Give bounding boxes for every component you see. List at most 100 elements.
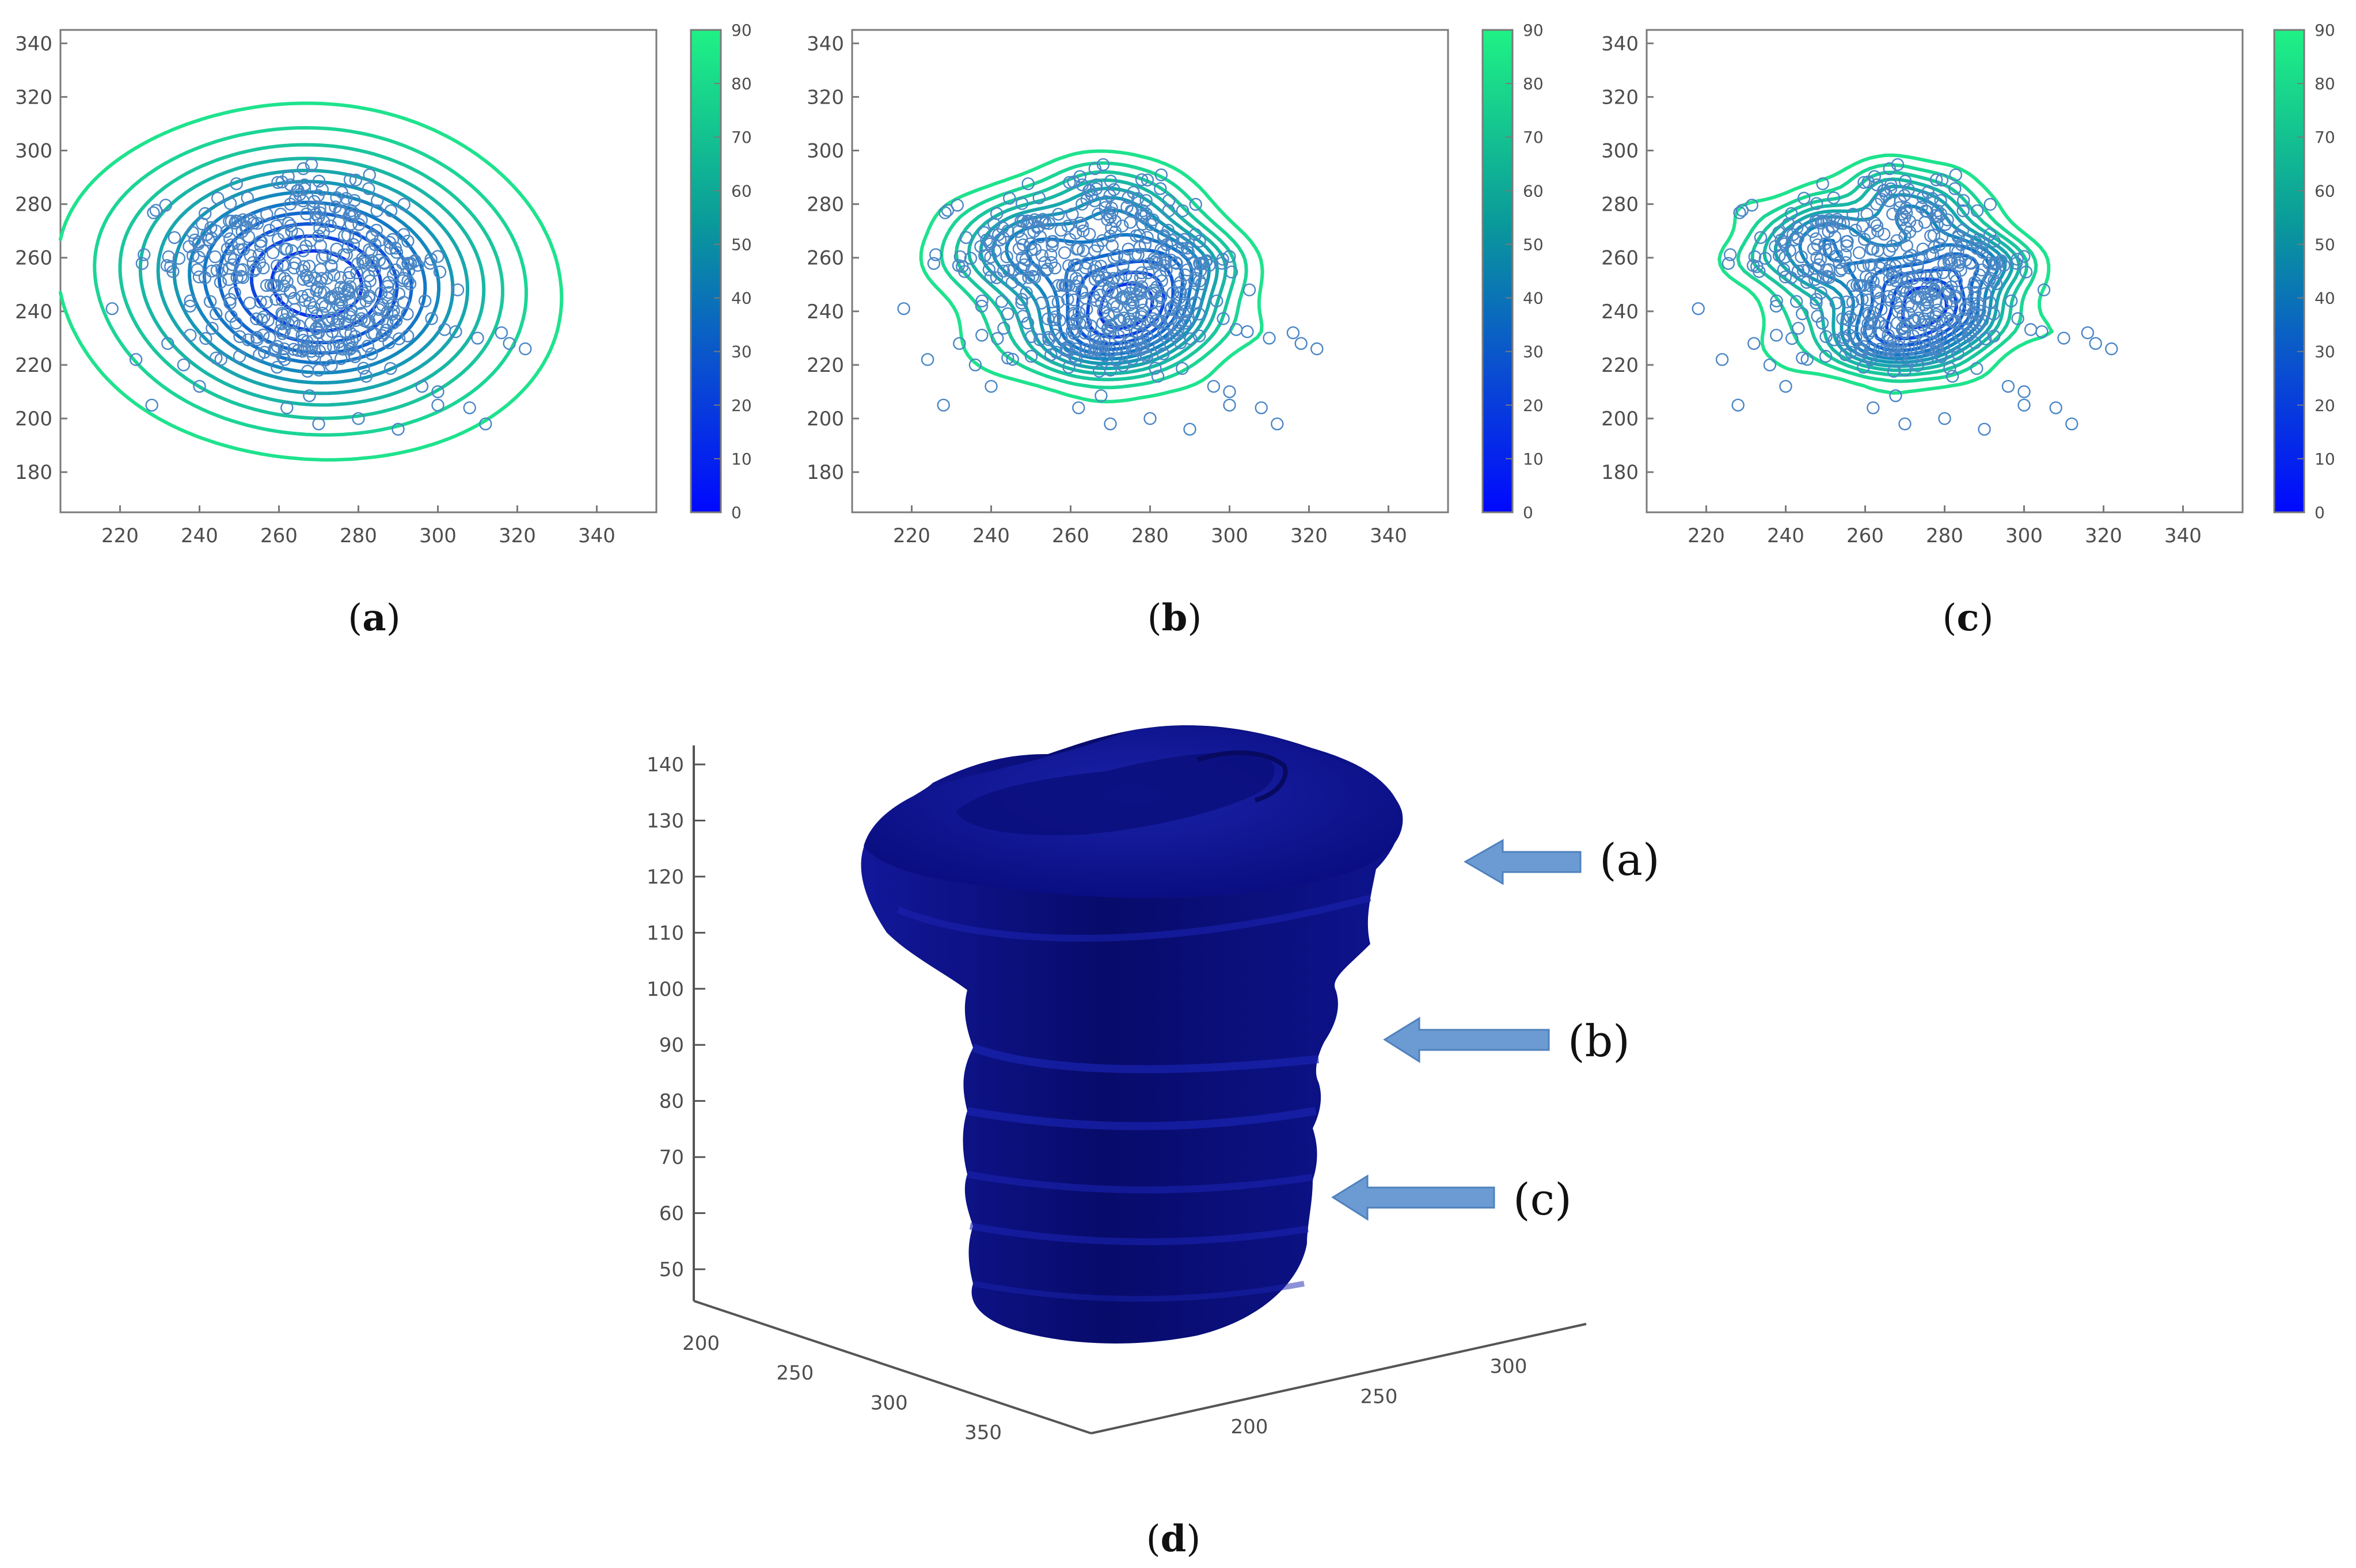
scatter-point bbox=[1136, 327, 1149, 340]
scatter-point bbox=[1223, 398, 1236, 412]
scatter-point bbox=[1014, 232, 1028, 245]
scatter-point bbox=[953, 250, 967, 264]
scatter-point bbox=[1819, 330, 1833, 343]
scatter-point bbox=[1770, 329, 1783, 342]
scatter-point bbox=[1822, 213, 1836, 226]
y-tick-label: 320 bbox=[1601, 86, 1639, 109]
scatter-point bbox=[1094, 260, 1108, 273]
scatter-point bbox=[1878, 344, 1891, 357]
x-tick-label: 340 bbox=[1370, 524, 1407, 547]
y-tick-label: 200 bbox=[807, 408, 844, 431]
scatter-point bbox=[288, 303, 302, 316]
scatter-point bbox=[1154, 314, 1168, 328]
scatter-point bbox=[1188, 228, 1202, 241]
scatter-point bbox=[1080, 257, 1094, 270]
colorbar-tick-label: 90 bbox=[2315, 21, 2335, 40]
scatter-point bbox=[191, 263, 204, 276]
scatter-point bbox=[1071, 242, 1085, 256]
scatter-point bbox=[1870, 219, 1884, 233]
scatter-point bbox=[1978, 332, 1992, 345]
scatter-point bbox=[1110, 249, 1123, 262]
arrow-label-a: (a) bbox=[1599, 834, 1660, 885]
scatter-point bbox=[234, 264, 247, 277]
scatter-point bbox=[221, 242, 234, 256]
scatter-point bbox=[1932, 210, 1945, 223]
scatter-point bbox=[408, 254, 421, 268]
colorbar-tick-label: 50 bbox=[2315, 235, 2335, 254]
scatter-point bbox=[1924, 317, 1938, 330]
scatter-point bbox=[1067, 258, 1081, 272]
arrow-a bbox=[1463, 839, 1582, 885]
scatter-point bbox=[1066, 207, 1079, 221]
scatter-point bbox=[1943, 286, 1956, 299]
scatter-point bbox=[401, 329, 415, 342]
scatter-point bbox=[433, 265, 447, 279]
scatter-point bbox=[1035, 249, 1049, 262]
x-tick-label: 320 bbox=[1290, 524, 1328, 547]
scatter-point bbox=[273, 270, 287, 284]
scatter-point bbox=[255, 313, 268, 326]
scatter-point bbox=[275, 307, 288, 320]
scatter-point bbox=[964, 252, 978, 265]
z-tick-label: 50 bbox=[659, 1258, 684, 1281]
scatter-point bbox=[1088, 244, 1101, 257]
scatter-point bbox=[1972, 233, 1986, 246]
scatter-point bbox=[1735, 204, 1749, 217]
scatter-point bbox=[1792, 322, 1805, 335]
scatter-point bbox=[254, 235, 267, 248]
scatter-point bbox=[1871, 224, 1884, 238]
x-tick-label: 320 bbox=[2085, 524, 2122, 547]
scatter-point bbox=[1857, 360, 1870, 374]
scatter-point bbox=[302, 260, 316, 273]
scatter-point bbox=[1184, 332, 1198, 345]
scatter-point bbox=[1784, 271, 1798, 284]
scatter-point bbox=[1006, 353, 1019, 366]
scatter-point bbox=[1931, 303, 1944, 317]
scatter-point bbox=[392, 332, 406, 345]
scatter-point bbox=[1073, 170, 1086, 183]
scatter-point bbox=[1104, 363, 1118, 377]
scatter-point bbox=[230, 271, 244, 284]
scatter-point bbox=[1069, 324, 1082, 338]
scatter-point bbox=[297, 162, 310, 176]
scatter-point bbox=[997, 264, 1010, 278]
scatter-point bbox=[295, 264, 309, 277]
scatter-point bbox=[304, 234, 317, 248]
scatter-point bbox=[1157, 347, 1170, 360]
scatter-point bbox=[1875, 193, 1888, 206]
scatter-point bbox=[1875, 257, 1888, 270]
scatter-point bbox=[1136, 303, 1150, 317]
arrow-b bbox=[1383, 1017, 1550, 1063]
z-tick-label: 130 bbox=[647, 809, 684, 832]
scatter-point bbox=[345, 341, 358, 355]
scatter-point bbox=[263, 331, 276, 344]
scatter-point bbox=[149, 204, 163, 217]
scatter-point bbox=[1121, 318, 1134, 332]
scatter-point bbox=[145, 398, 158, 412]
scatter-point bbox=[1983, 197, 1997, 211]
scatter-point bbox=[335, 186, 348, 199]
scatter-point bbox=[276, 327, 289, 340]
colorbar-tick-label: 20 bbox=[731, 396, 752, 415]
scatter-point bbox=[1917, 298, 1931, 311]
scatter-point bbox=[1067, 327, 1081, 340]
y-tick-label: 280 bbox=[15, 193, 52, 216]
x-tick-label: 280 bbox=[1131, 524, 1169, 547]
scatter-point bbox=[1933, 238, 1947, 251]
y-tick-label: 260 bbox=[807, 247, 844, 270]
scatter-point bbox=[373, 303, 386, 316]
scatter-point bbox=[1172, 306, 1185, 319]
scatter-point bbox=[1864, 324, 1877, 338]
scatter-point bbox=[1951, 347, 1964, 360]
colorbar-tick-label: 0 bbox=[2315, 503, 2325, 522]
scatter-point bbox=[1837, 216, 1850, 230]
scatter-point bbox=[295, 290, 309, 303]
scatter-point bbox=[370, 204, 383, 218]
scatter-point bbox=[192, 270, 206, 284]
scatter-point bbox=[1045, 235, 1059, 248]
z-tick-label: 120 bbox=[647, 866, 684, 889]
scatter-point bbox=[1183, 423, 1196, 436]
scatter-point bbox=[1883, 162, 1897, 176]
scatter-point bbox=[1072, 401, 1085, 414]
y-tick-label: 180 bbox=[1601, 461, 1639, 484]
